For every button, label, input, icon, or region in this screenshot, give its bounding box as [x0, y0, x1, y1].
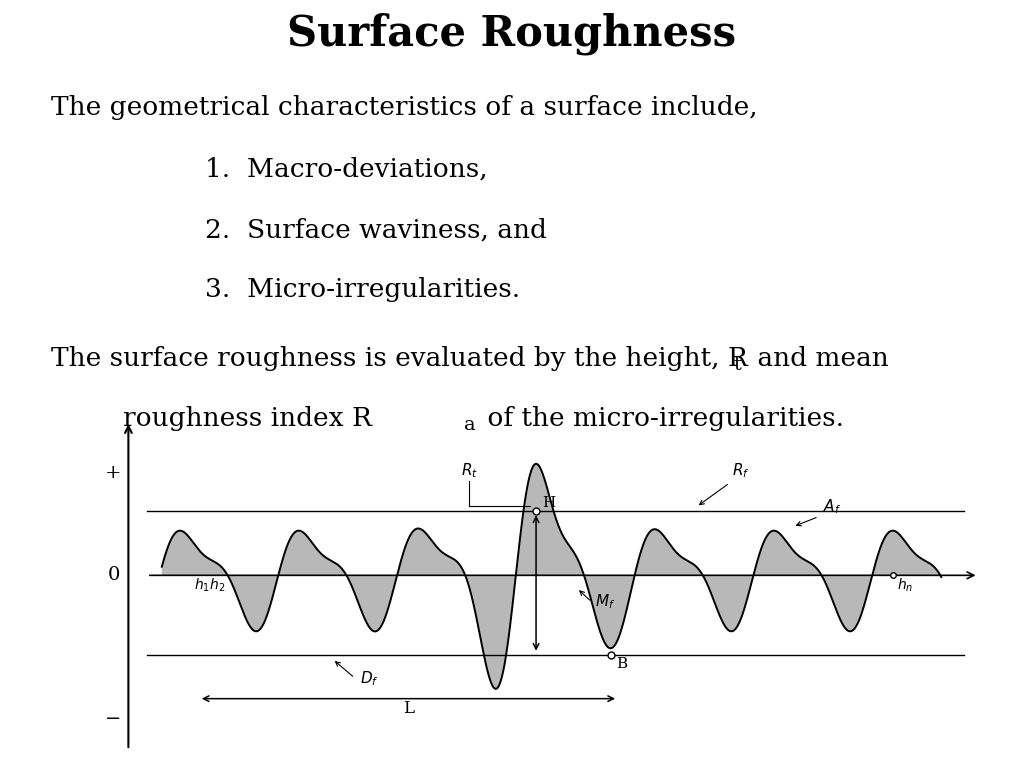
Text: B: B [616, 657, 628, 670]
Text: $R_f$: $R_f$ [732, 461, 750, 480]
Text: 3.  Micro-irregularities.: 3. Micro-irregularities. [205, 277, 520, 303]
Text: and mean: and mean [749, 346, 888, 371]
Text: 2.  Surface waviness, and: 2. Surface waviness, and [205, 217, 547, 242]
Text: a: a [464, 416, 475, 434]
Text: $M_f$: $M_f$ [595, 592, 615, 611]
Text: 0: 0 [108, 566, 120, 584]
Text: of the micro-irregularities.: of the micro-irregularities. [479, 406, 844, 432]
Text: $h_1 h_2$: $h_1 h_2$ [195, 577, 225, 594]
Text: The surface roughness is evaluated by the height, R: The surface roughness is evaluated by th… [51, 346, 748, 371]
Text: $A_f$: $A_f$ [822, 498, 841, 516]
Text: The geometrical characteristics of a surface include,: The geometrical characteristics of a sur… [51, 94, 758, 120]
Text: Surface Roughness: Surface Roughness [288, 13, 736, 55]
Text: $R_t$: $R_t$ [461, 461, 478, 480]
Text: −: − [105, 710, 122, 728]
Text: 1.  Macro-deviations,: 1. Macro-deviations, [205, 157, 487, 182]
Text: +: + [105, 464, 122, 482]
Text: $D_f$: $D_f$ [360, 669, 379, 688]
Text: t: t [733, 356, 741, 374]
Text: H: H [542, 496, 555, 510]
Text: roughness index R: roughness index R [123, 406, 372, 432]
Text: $h_n$: $h_n$ [897, 577, 913, 594]
Text: L: L [402, 700, 414, 717]
